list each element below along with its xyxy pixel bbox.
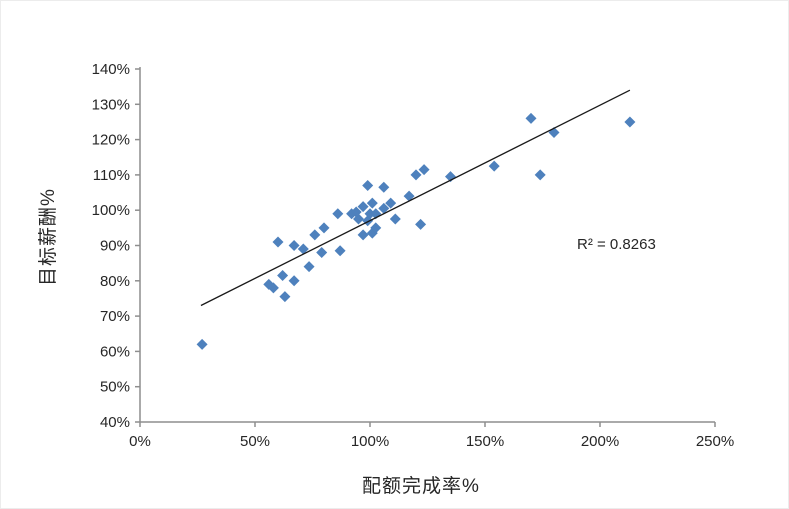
data-point [309,229,321,241]
data-point [389,213,401,225]
trend-line [200,89,631,307]
data-point [364,208,376,220]
x-tick-label: 250% [696,433,734,450]
y-tick-label: 80% [100,273,130,290]
data-point [378,181,390,193]
x-tick-label: 200% [581,433,619,450]
data-point [272,236,284,248]
x-tick-label: 50% [240,433,270,450]
y-tick-label: 100% [92,202,130,219]
y-tick-label: 50% [100,379,130,396]
data-point [357,229,369,241]
data-point [357,201,369,213]
data-point [366,197,378,209]
y-tick-label: 120% [92,132,130,149]
y-tick-label: 110% [93,167,130,184]
data-point [403,190,415,202]
y-tick-label: 60% [100,343,130,360]
data-point [277,270,289,282]
x-tick-label: 0% [129,433,151,450]
data-point [624,116,636,128]
data-point [288,275,300,287]
data-point [362,179,374,191]
x-tick-label: 150% [466,433,504,450]
data-point [318,222,330,234]
data-point [303,261,315,273]
data-point [316,247,328,259]
data-point [385,197,397,209]
x-axis-title: 配额完成率% [362,476,480,497]
y-tick-label: 70% [100,308,130,325]
y-tick-label: 130% [92,96,130,113]
data-point [370,222,382,234]
data-point [415,218,427,230]
data-point [196,338,208,350]
r-squared-annotation: R² = 0.8263 [577,235,656,253]
y-tick-label: 40% [100,414,130,431]
data-point [488,160,500,172]
data-point [353,213,364,225]
data-point [267,282,279,294]
data-point [332,208,344,220]
y-tick-label: 140% [92,61,130,78]
data-point [288,240,300,251]
data-point [410,169,422,181]
data-point [548,127,560,139]
data-point [534,169,546,181]
y-tick-label: 90% [100,238,130,255]
y-axis-title: 目标薪酬% [38,188,59,286]
data-point [334,245,346,257]
data-point [378,202,390,214]
x-tick-label: 100% [351,433,389,450]
data-point [279,291,291,303]
data-point [297,243,309,255]
data-point [525,112,537,124]
data-point [418,164,430,176]
